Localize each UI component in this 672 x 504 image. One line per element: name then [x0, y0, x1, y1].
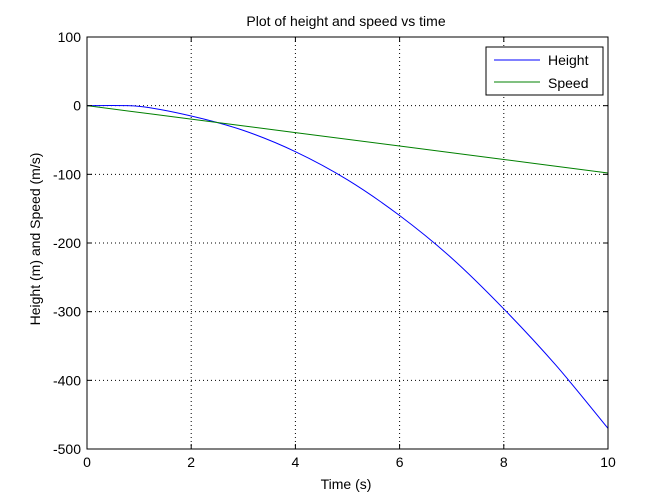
x-tick-label: 10	[600, 454, 616, 470]
chart-title: Plot of height and speed vs time	[246, 13, 445, 29]
y-tick-label: 100	[58, 29, 82, 45]
x-tick-label: 8	[500, 454, 508, 470]
y-tick-label: 0	[73, 98, 81, 114]
y-tick-label: -300	[53, 304, 81, 320]
series-line-height	[86, 104, 609, 429]
y-axis-label: Height (m) and Speed (m/s)	[27, 153, 43, 326]
legend-height-label: Height	[548, 52, 589, 68]
x-tick-label: 4	[292, 454, 300, 470]
x-tick-label: 2	[187, 454, 195, 470]
x-tick-label: 0	[83, 454, 91, 470]
legend-speed-label: Speed	[548, 75, 588, 91]
x-axis-label: Time (s)	[321, 476, 372, 492]
legend-box	[485, 46, 604, 96]
y-tick-label: -100	[53, 166, 81, 182]
y-tick-label: -200	[53, 235, 81, 251]
x-tick-label: 6	[396, 454, 404, 470]
series-lines	[86, 104, 609, 429]
axis-ticks: 0 2 4 6 8 10 -500 -400 -300 -200 -100 0 100	[53, 29, 616, 470]
y-tick-label: -500	[53, 441, 81, 457]
legend: Height Speed	[485, 46, 604, 96]
y-tick-label: -400	[53, 372, 81, 388]
series-line-speed	[86, 105, 609, 174]
grid	[87, 37, 608, 449]
